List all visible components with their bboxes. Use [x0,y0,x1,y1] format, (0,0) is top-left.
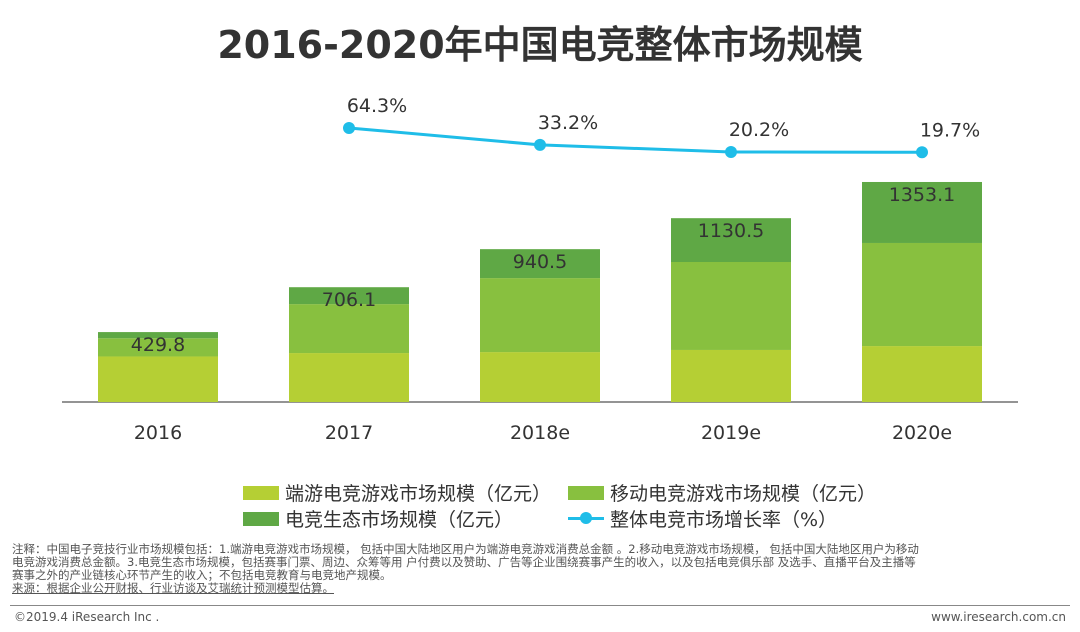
x-tick-label-2019e: 2019e [701,422,761,444]
chart-title: 2016-2020年中国电竞整体市场规模 [217,23,863,67]
bar-segment-2016-1 [98,338,218,357]
bar-segment-2017-0 [289,353,409,402]
total-label-2019e: 1130.5 [698,220,764,242]
note-line-3: 赛事之外的产业链核心环节产生的收入；不包括电竞教育与电竞地产规模。 [12,568,392,582]
growth-label-2017: 64.3% [347,95,407,117]
growth-point-2020e [916,146,928,159]
legend-item-growth: 整体电竞市场增长率（%） [568,505,837,532]
note-line-1: 注释：中国电子竞技行业市场规模包括：1.端游电竞游戏市场规模， 包括中国大陆地区… [12,542,919,556]
legend-swatch [568,485,604,500]
footer-divider [10,605,1070,606]
bar-segment-2018e-0 [480,352,600,402]
legend-label: 移动电竞游戏市场规模（亿元） [610,483,877,505]
legend-item-pc: 端游电竞游戏市场规模（亿元） [243,479,551,506]
bar-segment-2016-2 [98,332,218,339]
legend-swatch [243,485,279,500]
bar-segment-2019e-2 [671,218,791,263]
bar-segment-2019e-1 [671,262,791,350]
bar-segment-2019e-0 [671,349,791,402]
bar-segment-2018e-1 [480,278,600,353]
growth-label-2018e: 33.2% [538,112,598,134]
x-tick-label-2016: 2016 [134,422,182,444]
growth-label-2020e: 19.7% [920,119,980,141]
growth-point-2017 [343,121,355,134]
bar-segment-2017-2 [289,287,409,305]
growth-label-2019e: 20.2% [729,119,789,141]
legend-item-mobile: 移动电竞游戏市场规模（亿元） [568,479,876,506]
total-label-2018e: 940.5 [513,251,567,273]
source-note: 来源：根据企业公开财报、行业访谈及艾瑞统计预测模型估算。 [12,581,334,595]
copyright: ©2019.4 iResearch Inc . [14,610,160,624]
legend-label: 整体电竞市场增长率（%） [610,509,838,531]
growth-point-2018e [534,138,546,151]
bar-segment-2020e-2 [862,181,982,243]
growth-rate-line [348,126,923,154]
legend-line-marker [568,512,604,524]
x-tick-label-2020e: 2020e [892,422,952,444]
bar-segment-2016-0 [98,356,218,402]
bar-segment-2018e-2 [480,249,600,279]
x-tick-label-2017: 2017 [325,422,373,444]
note-line-2: 电竞游戏消费总金额。3.电竞生态市场规模，包括赛事门票、周边、众筹等用 户付费以… [12,555,916,569]
total-label-2017: 706.1 [322,289,376,311]
legend-swatch [243,511,279,526]
bar-segment-2017-1 [289,304,409,354]
legend-label: 电竞生态市场规模（亿元） [285,509,514,531]
stacked-bar-chart: 429.8 2016 706.1 2017 940.5 2018e 1130.5 2019e 1… [62,95,1018,444]
total-label-2020e: 1353.1 [889,184,955,206]
website-link[interactable]: www.iresearch.com.cn [931,610,1066,624]
x-tick-label-2018e: 2018e [510,422,570,444]
growth-point-2019e [725,145,737,158]
total-label-2016: 429.8 [131,334,185,356]
bar-segment-2020e-0 [862,346,982,402]
legend-label: 端游电竞游戏市场规模（亿元） [285,483,552,505]
legend-item-ecosystem: 电竞生态市场规模（亿元） [243,505,513,532]
bar-segment-2020e-1 [862,242,982,347]
